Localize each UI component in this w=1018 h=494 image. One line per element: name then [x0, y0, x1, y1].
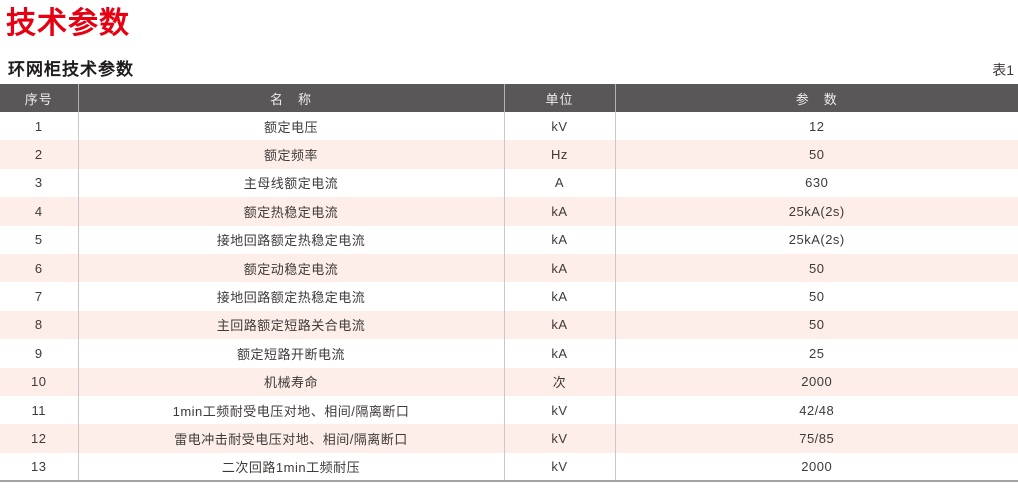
col-header-unit: 单位	[504, 84, 616, 112]
table-row: 9 额定短路开断电流 kA 25	[0, 339, 1018, 368]
cell-no: 2	[0, 140, 79, 169]
cell-name: 接地回路额定热稳定电流	[78, 225, 505, 254]
cell-value: 25kA(2s)	[788, 232, 845, 248]
parameters-table: 序号 名 称 单位 参 数 1 额定电压 kV 12 2 额定频率 Hz 50 …	[0, 84, 1018, 483]
cell-name: 1min工频耐受电压对地、相间/隔离断口	[78, 395, 505, 425]
cell-value: 2000	[801, 458, 833, 474]
cell-value: 25	[809, 345, 825, 361]
table-number-label: 表1	[992, 62, 1014, 78]
table-subheader: 环网柜技术参数 表1	[8, 58, 1016, 80]
table-row: 13 二次回路1min工频耐压 kV 2000	[0, 452, 1018, 482]
cell-name: 额定频率	[78, 140, 505, 169]
table-body: 1 额定电压 kV 12 2 额定频率 Hz 50 3 主母线额定电流 A 63…	[0, 112, 1018, 482]
cell-unit: 次	[504, 367, 616, 396]
cell-unit: kV	[504, 452, 616, 482]
table-header-row: 序号 名 称 单位 参 数	[0, 84, 1018, 112]
cell-no: 3	[0, 168, 79, 198]
page-title: 技术参数	[6, 7, 130, 40]
table-row: 5 接地回路额定热稳定电流 kA 25kA(2s)	[0, 225, 1018, 254]
cell-name: 额定动稳定电流	[78, 253, 505, 283]
table-row: 12 雷电冲击耐受电压对地、相间/隔离断口 kV 75/85	[0, 424, 1018, 453]
cell-value: 50	[809, 147, 825, 163]
cell-unit: kA	[504, 197, 616, 226]
cell-name: 雷电冲击耐受电压对地、相间/隔离断口	[78, 424, 505, 453]
cell-no: 8	[0, 310, 79, 340]
cell-name: 额定电压	[78, 112, 505, 141]
table-row: 8 主回路额定短路关合电流 kA 50	[0, 310, 1018, 340]
cell-unit: kV	[504, 395, 616, 425]
cell-value: 50	[809, 260, 825, 276]
cell-unit: kA	[504, 339, 616, 368]
col-header-value: 参 数	[615, 84, 1018, 112]
table-row: 2 额定频率 Hz 50	[0, 140, 1018, 169]
table-row: 1 额定电压 kV 12	[0, 112, 1018, 141]
cell-unit: kA	[504, 282, 616, 311]
cell-value: 50	[809, 317, 825, 333]
cell-name: 额定短路开断电流	[78, 339, 505, 368]
cell-unit: kV	[504, 112, 616, 141]
cell-no: 11	[0, 395, 79, 425]
table-row: 7 接地回路额定热稳定电流 kA 50	[0, 282, 1018, 311]
cell-unit: A	[504, 168, 616, 198]
table-row: 4 额定热稳定电流 kA 25kA(2s)	[0, 197, 1018, 226]
table-row: 11 1min工频耐受电压对地、相间/隔离断口 kV 42/48	[0, 395, 1018, 425]
cell-value: 2000	[801, 374, 833, 390]
cell-unit: kA	[504, 253, 616, 283]
cell-value: 50	[809, 289, 825, 305]
cell-name: 主母线额定电流	[78, 168, 505, 198]
cell-unit: kA	[504, 225, 616, 254]
cell-value: 25kA(2s)	[788, 203, 845, 219]
cell-no: 13	[0, 452, 79, 482]
cell-value: 42/48	[799, 402, 835, 418]
cell-no: 1	[0, 112, 79, 141]
cell-no: 12	[0, 424, 79, 453]
table-row: 10 机械寿命 次 2000	[0, 367, 1018, 396]
cell-unit: kA	[504, 310, 616, 340]
cell-no: 4	[0, 197, 79, 226]
cell-name: 机械寿命	[78, 367, 505, 396]
table-subtitle: 环网柜技术参数	[8, 60, 134, 79]
col-header-name: 名 称	[78, 84, 505, 112]
col-header-no: 序号	[0, 84, 79, 112]
cell-name: 二次回路1min工频耐压	[78, 452, 505, 482]
cell-no: 7	[0, 282, 79, 311]
cell-value: 75/85	[799, 430, 835, 446]
cell-value: 630	[805, 175, 829, 191]
cell-no: 6	[0, 253, 79, 283]
cell-name: 主回路额定短路关合电流	[78, 310, 505, 340]
cell-no: 10	[0, 367, 79, 396]
cell-value: 12	[809, 118, 825, 134]
cell-name: 额定热稳定电流	[78, 197, 505, 226]
table-row: 3 主母线额定电流 A 630	[0, 168, 1018, 198]
cell-no: 9	[0, 339, 79, 368]
cell-unit: kV	[504, 424, 616, 453]
cell-no: 5	[0, 225, 79, 254]
cell-unit: Hz	[504, 140, 616, 169]
cell-name: 接地回路额定热稳定电流	[78, 282, 505, 311]
table-row: 6 额定动稳定电流 kA 50	[0, 253, 1018, 283]
